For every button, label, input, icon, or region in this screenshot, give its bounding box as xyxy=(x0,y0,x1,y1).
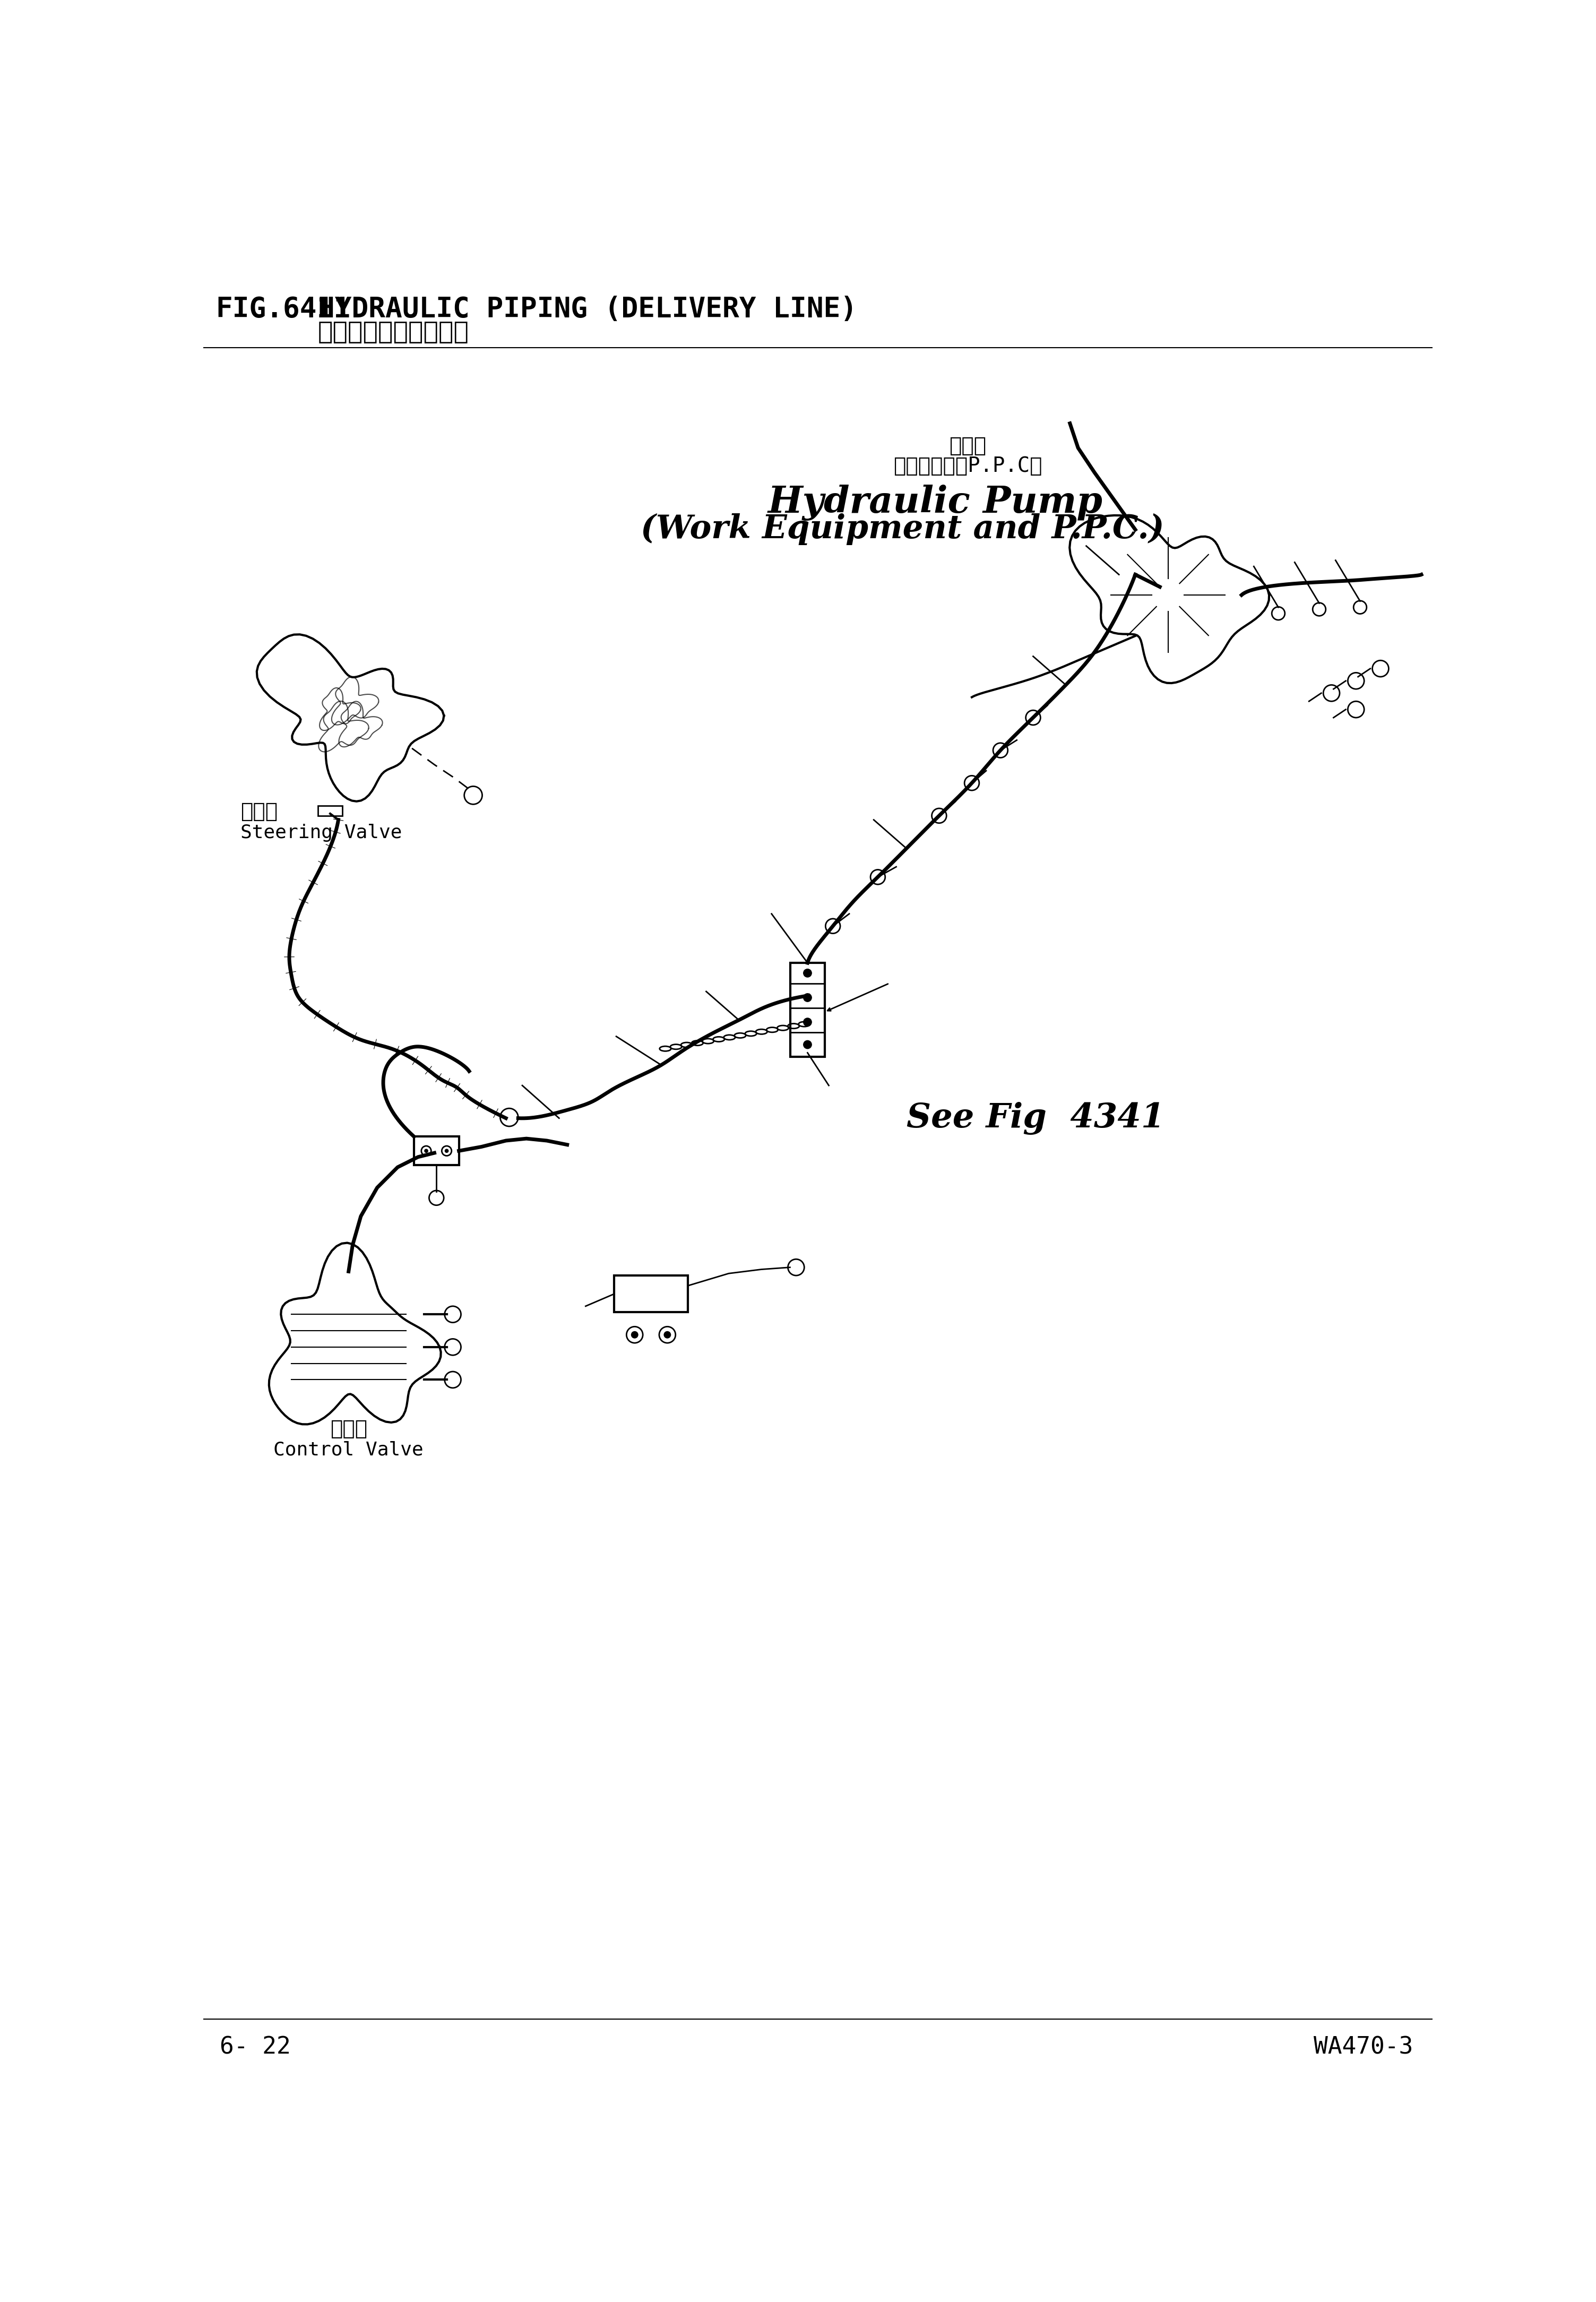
Circle shape xyxy=(630,1331,638,1337)
Text: WA470-3: WA470-3 xyxy=(1314,2035,1412,2058)
Bar xyxy=(318,806,343,815)
Text: 控制鄀: 控制鄀 xyxy=(330,1418,367,1439)
Text: (Work Equipment and P.P.C.): (Work Equipment and P.P.C.) xyxy=(640,513,1163,546)
Text: 转向阀: 转向阀 xyxy=(241,801,278,822)
Text: Control Valve: Control Valve xyxy=(273,1441,423,1459)
Bar xyxy=(413,1137,460,1165)
Circle shape xyxy=(803,1041,812,1050)
Circle shape xyxy=(803,994,812,1001)
Circle shape xyxy=(803,969,812,976)
Text: （工作装置和P.P.C）: （工作装置和P.P.C） xyxy=(894,456,1042,477)
Text: 液压管路（输送管路）: 液压管路（输送管路） xyxy=(318,320,469,345)
Text: HYDRAULIC PIPING (DELIVERY LINE): HYDRAULIC PIPING (DELIVERY LINE) xyxy=(318,297,857,325)
Text: Steering Valve: Steering Valve xyxy=(241,824,402,843)
Circle shape xyxy=(664,1331,670,1337)
Circle shape xyxy=(445,1149,448,1153)
Circle shape xyxy=(425,1149,428,1153)
Text: 液压泵: 液压泵 xyxy=(950,435,986,456)
Circle shape xyxy=(803,1017,812,1027)
Text: FIG.6411: FIG.6411 xyxy=(215,297,351,325)
Text: Hydraulic Pump: Hydraulic Pump xyxy=(768,486,1103,520)
Text: See Fig  4341: See Fig 4341 xyxy=(907,1103,1165,1135)
Bar xyxy=(790,962,825,1057)
Bar xyxy=(614,1275,688,1312)
Text: 6- 22: 6- 22 xyxy=(220,2035,290,2058)
